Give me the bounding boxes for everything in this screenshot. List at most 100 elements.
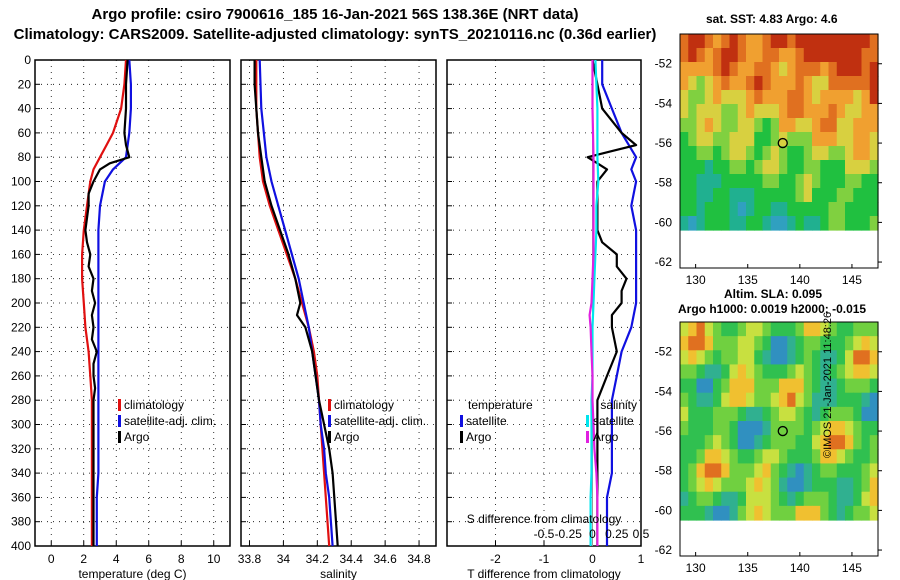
sla-map-cell xyxy=(803,421,813,436)
sst-map-cell xyxy=(737,202,747,217)
sst-map-cell xyxy=(853,34,863,49)
sst-map-cell xyxy=(704,216,714,231)
sla-map-cell xyxy=(762,463,772,479)
sst-map-cell xyxy=(828,216,838,231)
sst-map-cell xyxy=(795,76,805,91)
sla-map-cell xyxy=(869,364,879,380)
sst-map-cell xyxy=(688,48,698,63)
depth-tick-label: 120 xyxy=(11,199,31,213)
sst-map-cell xyxy=(812,160,821,175)
sst-map-cell xyxy=(845,188,854,203)
sla-map-cell xyxy=(869,477,879,493)
sst-map-cell xyxy=(812,118,821,133)
temperature-panel-frame xyxy=(34,59,231,547)
sla-map-cell xyxy=(737,477,747,493)
sst-map-cell xyxy=(836,118,846,133)
sla-map-cell xyxy=(737,364,747,380)
depth-tick-label: 100 xyxy=(11,175,31,189)
sla-map-cell xyxy=(795,463,805,479)
sla-map-cell xyxy=(754,406,764,422)
sst-map-cell xyxy=(828,104,838,119)
sla-map-cell xyxy=(812,435,821,450)
sla-map-cell xyxy=(713,491,722,507)
sst-map-cell xyxy=(845,104,854,119)
sst-map-cell xyxy=(721,188,731,203)
sla-map-cell xyxy=(845,364,854,380)
sst-map-cell xyxy=(729,104,739,119)
sst-map-cell xyxy=(696,174,706,189)
sla-map-cell xyxy=(845,421,854,436)
sst-map-cell xyxy=(770,104,780,119)
sla-map-cell xyxy=(861,336,871,351)
sst-map-cell xyxy=(746,146,755,161)
sla-map-cell xyxy=(803,392,813,408)
sst-map-cell xyxy=(754,62,764,77)
sst-map-cell xyxy=(680,216,689,231)
sla-map-cell xyxy=(746,392,755,408)
sst-map-cell xyxy=(704,202,714,217)
sla-map-cell xyxy=(762,406,772,422)
sla-map-cell xyxy=(729,421,739,436)
sla-map-cell xyxy=(680,421,689,436)
sst-map-cell xyxy=(713,202,722,217)
sst-map-cell xyxy=(754,132,764,147)
map-bottom-title-1: Altim. SLA: 0.095 xyxy=(724,287,823,301)
sst-map-cell xyxy=(812,216,821,231)
sla-map-cell xyxy=(770,505,780,521)
sla-map-cell xyxy=(820,406,830,422)
sst-map-cell xyxy=(787,76,797,91)
sla-map-cell xyxy=(787,336,797,351)
sst-map-cell xyxy=(845,90,854,105)
sst-map-cell xyxy=(680,132,689,147)
sla-map-cell xyxy=(836,421,846,436)
sst-map-cell xyxy=(779,174,788,189)
sla-map-cell xyxy=(746,421,755,436)
sst-map-cell xyxy=(721,62,731,77)
sst-map-cell xyxy=(836,76,846,91)
sla-map-cell xyxy=(688,435,698,450)
sst-map-cell xyxy=(770,188,780,203)
sst-map-cell xyxy=(795,174,805,189)
sst-map-cell xyxy=(853,146,863,161)
sla-map-cell xyxy=(762,350,772,366)
sst-map-cell xyxy=(737,160,747,175)
sla-map-cell xyxy=(721,505,731,521)
sla-map-cell xyxy=(729,336,739,351)
sla-map-cell xyxy=(754,463,764,479)
sla-map-cell xyxy=(680,406,689,422)
sst-map-cell xyxy=(828,174,838,189)
sst-map-cell xyxy=(828,132,838,147)
sla-map-cell xyxy=(779,477,788,493)
sla-map-cell xyxy=(704,322,714,337)
sla-map-cell xyxy=(721,378,731,394)
sla-map-cell xyxy=(770,463,780,479)
sla-map-cell xyxy=(704,406,714,422)
depth-tick-label: 140 xyxy=(11,223,31,237)
sst-map-cell xyxy=(787,174,797,189)
temperature-legend-item: satellite-adj. clim. xyxy=(124,414,216,428)
sst-map-cell xyxy=(803,188,813,203)
sla-map-cell xyxy=(869,491,879,507)
sla-map-cell xyxy=(721,336,731,351)
sst-map-cell xyxy=(762,34,772,49)
depth-tick-label: 180 xyxy=(11,272,31,286)
salinity-difference-tick-label: 0.5 xyxy=(633,527,650,541)
sla-map-cell xyxy=(803,350,813,366)
sla-map-cell xyxy=(812,463,821,479)
sla-map-cell xyxy=(713,392,722,408)
x-tick-label: 0 xyxy=(48,552,55,566)
sst-map-cell xyxy=(820,202,830,217)
sla-map-cell xyxy=(713,336,722,351)
sst-map-cell xyxy=(779,118,788,133)
sst-map-cell xyxy=(754,76,764,91)
sla-map-cell xyxy=(845,378,854,394)
sla-map-cell xyxy=(803,406,813,422)
sla-map-cell xyxy=(762,505,772,521)
sla-map-cell xyxy=(820,364,830,380)
salinity-legend-item-swatch xyxy=(328,399,331,411)
depth-tick-label: 20 xyxy=(18,77,32,91)
sla-map-cell xyxy=(762,364,772,380)
sla-map-cell xyxy=(820,505,830,521)
sla-map-cell xyxy=(762,322,772,337)
temperature-x-axis-label: temperature (deg C) xyxy=(78,567,186,580)
